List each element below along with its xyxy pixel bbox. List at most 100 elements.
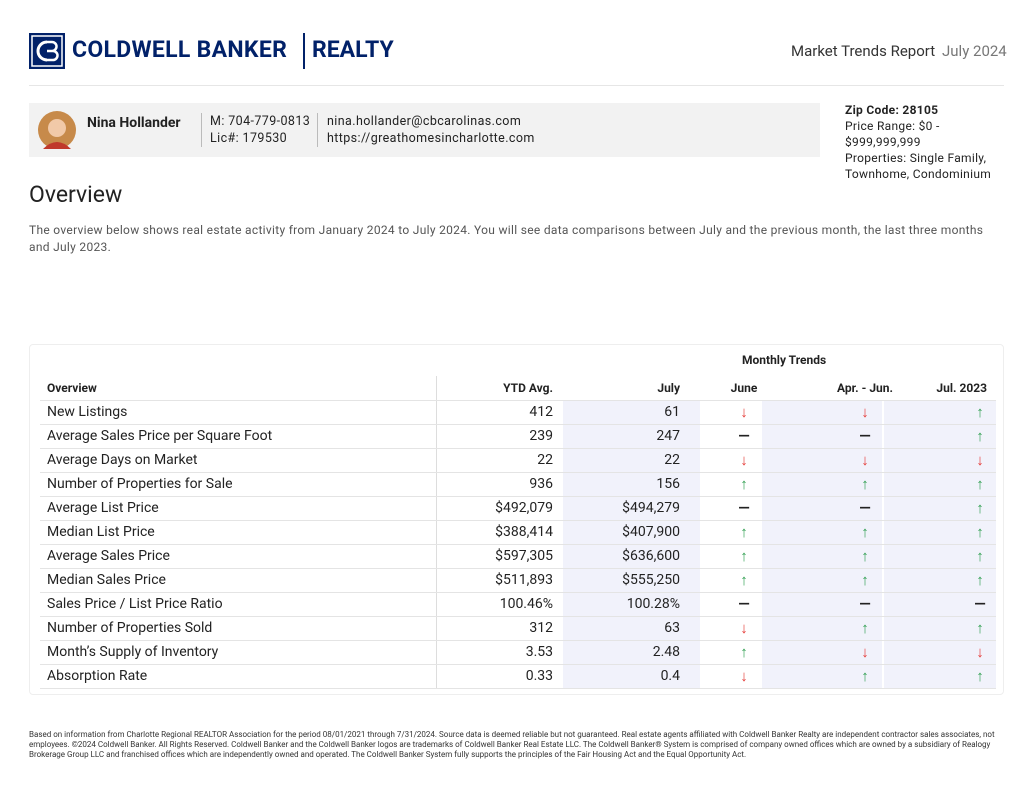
table-row: Average Sales Price $597,305 $636,600 ↑ ↑ ↑ bbox=[40, 544, 996, 569]
trend-indicator: ↑ bbox=[861, 667, 869, 685]
trend-indicator: ↑ bbox=[976, 571, 984, 589]
disclaimer: Based on information from Charlotte Regi… bbox=[29, 730, 995, 759]
table-row: Median Sales Price $511,893 $555,250 ↑ ↑ ↑ bbox=[40, 568, 996, 593]
trend-indicator: — bbox=[738, 595, 750, 613]
row-label: New Listings bbox=[47, 404, 128, 420]
trend-indicator: ↑ bbox=[861, 547, 869, 565]
table-row: Number of Properties for Sale 936 156 ↑ ↑ ↑ bbox=[40, 472, 996, 497]
trend-indicator: — bbox=[859, 499, 871, 517]
cell-value: 0.4 bbox=[660, 668, 680, 684]
cell-value: 63 bbox=[664, 620, 680, 636]
cell-value: 247 bbox=[656, 428, 680, 444]
cell-value: $388,414 bbox=[495, 524, 553, 540]
column-header: YTD Avg. bbox=[503, 381, 553, 395]
trend-indicator: ↑ bbox=[740, 475, 748, 493]
row-label: Month’s Supply of Inventory bbox=[47, 644, 219, 660]
cell-value: 22 bbox=[664, 452, 680, 468]
trend-indicator: — bbox=[738, 427, 750, 445]
cell-value: 22 bbox=[537, 452, 553, 468]
table-row: Month’s Supply of Inventory 3.53 2.48 ↑ ↓ ↓ bbox=[40, 640, 996, 665]
table-row: Absorption Rate 0.33 0.4 ↓ ↑ ↑ bbox=[40, 664, 996, 689]
group-header: Monthly Trends bbox=[742, 353, 827, 367]
criteria-zip: Zip Code: 28105 bbox=[845, 103, 939, 117]
trend-indicator: ↑ bbox=[976, 523, 984, 541]
trend-indicator: ↑ bbox=[976, 667, 984, 685]
trend-indicator: ↑ bbox=[861, 571, 869, 589]
cell-value: 412 bbox=[529, 404, 553, 420]
trend-indicator: ↑ bbox=[740, 523, 748, 541]
table-card bbox=[29, 344, 1004, 695]
trend-indicator: ↑ bbox=[976, 499, 984, 517]
overview-description: The overview below shows real estate act… bbox=[29, 223, 984, 254]
cell-value: 0.33 bbox=[525, 668, 553, 684]
cell-value: $555,250 bbox=[622, 572, 680, 588]
row-label: Average Days on Market bbox=[47, 452, 198, 468]
row-label: Average Sales Price bbox=[47, 548, 170, 564]
trend-indicator: ↑ bbox=[861, 475, 869, 493]
criteria: Zip Code: 28105 Price Range: $0 - $999,9… bbox=[845, 102, 1005, 182]
table-row: Average Days on Market 22 22 ↓ ↓ ↓ bbox=[40, 448, 996, 473]
overview-title: Overview bbox=[29, 181, 123, 208]
cell-value: 312 bbox=[529, 620, 553, 636]
trend-indicator: ↓ bbox=[861, 451, 869, 469]
row-label: Average Sales Price per Square Foot bbox=[47, 428, 273, 444]
cell-value: $597,305 bbox=[495, 548, 553, 564]
brand: COLDWELL BANKER bbox=[72, 36, 288, 63]
trend-indicator: ↑ bbox=[976, 619, 984, 637]
trend-indicator: ↓ bbox=[740, 451, 748, 469]
cell-value: $492,079 bbox=[495, 500, 553, 516]
row-label: Number of Properties for Sale bbox=[47, 476, 233, 492]
trend-indicator: ↑ bbox=[740, 571, 748, 589]
report-date: July 2024 bbox=[942, 42, 1007, 60]
trend-indicator: ↑ bbox=[740, 643, 748, 661]
trend-indicator: — bbox=[859, 595, 871, 613]
trend-indicator: ↑ bbox=[976, 547, 984, 565]
agent-email: nina.hollander@cbcarolinas.com bbox=[327, 114, 522, 129]
cell-value: $636,600 bbox=[622, 548, 680, 564]
table-row: Average List Price $492,079 $494,279 — — ↑ bbox=[40, 496, 996, 521]
criteria-properties: Properties: Single Family, Townhome, Con… bbox=[845, 151, 992, 181]
cell-value: 2.48 bbox=[652, 644, 680, 660]
cell-value: $511,893 bbox=[495, 572, 553, 588]
cell-value: $407,900 bbox=[622, 524, 680, 540]
report-title: Market Trends Report bbox=[791, 42, 936, 60]
column-header: Overview bbox=[47, 381, 97, 395]
row-label: Median Sales Price bbox=[47, 572, 166, 588]
trend-indicator: ↓ bbox=[740, 667, 748, 685]
row-label: Number of Properties Sold bbox=[47, 620, 213, 636]
cell-value: $494,279 bbox=[622, 500, 680, 516]
table-row: Median List Price $388,414 $407,900 ↑ ↑ ↑ bbox=[40, 520, 996, 545]
criteria-price: Price Range: $0 - $999,999,999 bbox=[845, 119, 940, 149]
trend-indicator: ↑ bbox=[976, 427, 984, 445]
column-divider bbox=[436, 376, 437, 688]
agent-name: Nina Hollander bbox=[87, 115, 181, 131]
trend-indicator: ↓ bbox=[740, 403, 748, 421]
agent-website: https://greathomesincharlotte.com bbox=[327, 131, 535, 146]
row-label: Average List Price bbox=[47, 500, 159, 516]
trend-indicator: — bbox=[859, 427, 871, 445]
trend-indicator: ↑ bbox=[861, 619, 869, 637]
brand-sub: REALTY bbox=[312, 36, 394, 63]
column-header: Apr. - Jun. bbox=[837, 381, 893, 395]
row-label: Median List Price bbox=[47, 524, 155, 540]
agent-photo bbox=[38, 111, 76, 149]
brand-divider bbox=[303, 33, 305, 69]
cell-value: 156 bbox=[656, 476, 680, 492]
table-row: Number of Properties Sold 312 63 ↓ ↑ ↑ bbox=[40, 616, 996, 641]
trend-indicator: ↑ bbox=[976, 403, 984, 421]
row-label: Sales Price / List Price Ratio bbox=[47, 596, 223, 612]
trend-indicator: ↓ bbox=[861, 403, 869, 421]
trend-indicator: — bbox=[974, 595, 986, 613]
logo-icon bbox=[29, 33, 65, 69]
cell-value: 3.53 bbox=[525, 644, 553, 660]
trend-indicator: — bbox=[738, 499, 750, 517]
trend-indicator: ↓ bbox=[740, 619, 748, 637]
header-rule bbox=[29, 85, 1004, 86]
cell-value: 100.28% bbox=[626, 596, 680, 612]
trend-indicator: ↓ bbox=[976, 643, 984, 661]
column-header: June bbox=[730, 381, 758, 395]
agent-license: Lic#: 179530 bbox=[210, 131, 288, 146]
cell-value: 61 bbox=[664, 404, 680, 420]
trend-indicator: ↑ bbox=[976, 475, 984, 493]
